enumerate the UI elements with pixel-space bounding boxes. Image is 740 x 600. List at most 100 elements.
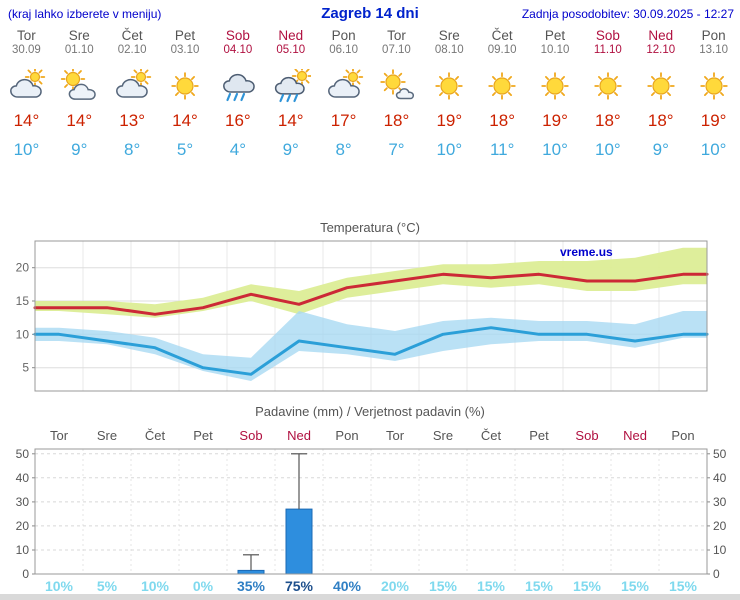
day-high-temp: 13° (119, 111, 145, 130)
sun-small-cloud-icon (380, 69, 415, 100)
day-low-temp: 10° (436, 140, 463, 159)
day-column-5[interactable]: Sob 04.10 16° 4° (211, 28, 264, 160)
day-column-4[interactable]: Pet 03.10 14° 5° (159, 28, 212, 160)
svg-text:20: 20 (713, 519, 727, 533)
cloud-sun-icon (106, 68, 159, 104)
precip-probability: 5% (96, 578, 118, 594)
sun-icon (435, 72, 463, 100)
svg-text:0: 0 (713, 567, 720, 580)
sun-icon (594, 72, 622, 100)
day-name: Pon (701, 28, 726, 43)
day-date: 07.10 (382, 44, 411, 56)
day-column-2[interactable]: Sre 01.10 14° 9° (53, 28, 106, 160)
precip-day-label: Sob (239, 428, 263, 443)
day-date: 10.10 (540, 44, 570, 56)
sun-icon (634, 68, 687, 104)
precip-probability: 10% (140, 578, 170, 594)
day-column-14[interactable]: Pon 13.10 19° 10° (687, 28, 740, 160)
precip-day-label: Pet (529, 428, 549, 443)
day-date: 09.10 (487, 44, 517, 56)
precip-day-label: Tor (49, 428, 69, 443)
menu-hint[interactable]: (kraj lahko izberete v meniju) (8, 7, 162, 21)
day-date: 08.10 (434, 44, 464, 56)
day-high-temp: 19° (542, 111, 568, 130)
sun-icon (171, 72, 199, 100)
day-high-temp: 18° (489, 111, 516, 130)
day-column-9[interactable]: Sre 08.10 19° 10° (423, 28, 476, 160)
precip-day-label: Ned (287, 428, 311, 443)
precip-probability: 15% (668, 578, 698, 594)
cloud-sun-icon (116, 69, 152, 98)
day-low-temp: 10° (595, 140, 621, 159)
svg-text:20: 20 (16, 261, 30, 275)
day-column-1[interactable]: Tor 30.09 14° 10° (0, 28, 53, 160)
day-high-temp: 18° (595, 111, 621, 130)
day-low-temp: 5° (176, 140, 194, 159)
day-column-11[interactable]: Pet 10.10 19° 10° (529, 28, 582, 160)
day-high-temp: 14° (172, 111, 198, 130)
last-updated: Zadnja posodobitev: 30.09.2025 - 12:27 (521, 7, 734, 21)
svg-text:40: 40 (16, 471, 30, 485)
day-low-temp: 10° (700, 140, 727, 159)
day-name: Sre (438, 28, 460, 43)
precipitation-chart: 0 0 10 10 20 20 30 30 40 40 50 50 (16, 447, 727, 580)
day-high-temp: 18° (647, 111, 674, 130)
rain-icon (211, 68, 264, 104)
precip-day-label: Tor (385, 428, 405, 443)
svg-text:50: 50 (16, 447, 30, 461)
precip-probability: 15% (572, 578, 602, 594)
day-date: 11.10 (593, 44, 622, 56)
svg-text:30: 30 (16, 495, 30, 509)
precip-day-label: Ned (623, 428, 647, 443)
svg-text:0: 0 (22, 567, 29, 580)
header: (kraj lahko izberete v meniju) Zagreb 14… (0, 4, 740, 26)
day-name: Pet (174, 28, 196, 43)
day-low-temp: 4° (229, 140, 246, 159)
precip-probability: 15% (428, 578, 458, 594)
day-column-12[interactable]: Sob 11.10 18° 10° (581, 28, 634, 160)
svg-text:10: 10 (16, 327, 30, 341)
day-high-temp: 14° (13, 111, 40, 130)
day-column-7[interactable]: Pon 06.10 17° 8° (317, 28, 370, 160)
day-date: 12.10 (646, 44, 676, 56)
day-column-10[interactable]: Čet 09.10 18° 11° (476, 28, 529, 160)
precip-probability: 10% (44, 578, 74, 594)
day-column-6[interactable]: Ned 05.10 14° 9° (264, 28, 317, 160)
day-high-temp: 14° (277, 111, 304, 130)
day-column-3[interactable]: Čet 02.10 13° 8° (106, 28, 159, 160)
day-date: 30.09 (12, 44, 41, 56)
day-column-13[interactable]: Ned 12.10 18° 9° (634, 28, 687, 160)
rain-sun-icon (264, 68, 317, 104)
day-column-8[interactable]: Tor 07.10 18° 7° (370, 28, 423, 160)
rain-sun-icon (274, 69, 311, 103)
watermark[interactable]: vreme.us (560, 245, 613, 259)
day-date: 01.10 (64, 44, 94, 56)
day-name: Sob (595, 28, 620, 43)
day-high-temp: 18° (383, 111, 410, 130)
day-name: Ned (648, 28, 674, 43)
day-name: Pet (544, 28, 566, 43)
footer-strip (0, 594, 740, 600)
cloud-sun-icon (10, 69, 46, 98)
sun-icon (529, 68, 582, 104)
day-high-temp: 19° (700, 111, 727, 130)
day-low-temp: 9° (282, 140, 299, 159)
sun-icon (476, 68, 529, 104)
rain-icon (222, 73, 255, 102)
precip-day-label: Pet (193, 428, 213, 443)
sun-small-cloud-icon (370, 68, 423, 104)
precip-day-label: Pon (335, 428, 359, 443)
temperature-chart: 5 10 15 20 vreme.us (16, 240, 709, 392)
day-name: Pon (331, 28, 356, 43)
precip-probability: 35% (236, 578, 266, 594)
precip-probability: 40% (332, 578, 362, 594)
day-name: Tor (387, 28, 406, 43)
svg-text:10: 10 (16, 543, 30, 557)
sun-icon (423, 68, 476, 104)
day-low-temp: 8° (335, 140, 352, 159)
svg-text:40: 40 (713, 471, 727, 485)
sun-icon (687, 68, 740, 104)
day-name: Ned (278, 28, 304, 43)
svg-text:50: 50 (713, 447, 727, 461)
precip-probability: 0% (192, 578, 214, 594)
